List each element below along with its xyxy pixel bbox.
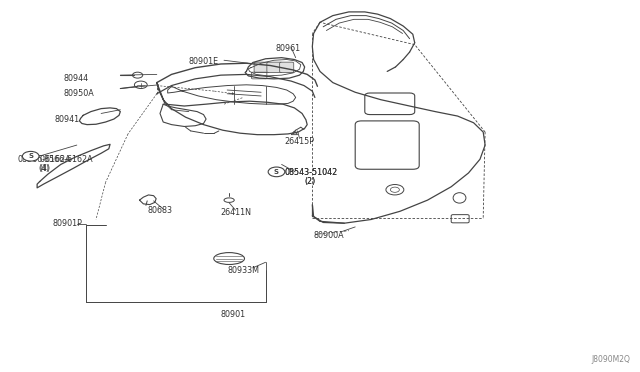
FancyBboxPatch shape	[280, 62, 294, 73]
Text: 80901E: 80901E	[189, 57, 219, 66]
Text: 08566-6162A: 08566-6162A	[18, 155, 72, 164]
Text: S: S	[274, 169, 279, 175]
Text: 26411N: 26411N	[221, 208, 252, 217]
Text: 80683: 80683	[147, 206, 172, 215]
FancyBboxPatch shape	[254, 62, 269, 73]
FancyBboxPatch shape	[267, 62, 282, 73]
Text: 80941: 80941	[54, 115, 79, 124]
Text: 08566-6162A: 08566-6162A	[40, 155, 93, 164]
Text: 80901: 80901	[221, 310, 246, 319]
Text: 08543-51042: 08543-51042	[285, 169, 338, 177]
Text: (4): (4)	[38, 164, 49, 173]
Text: 80901P: 80901P	[52, 219, 83, 228]
Text: 80900A: 80900A	[314, 231, 344, 240]
Text: 80944: 80944	[64, 74, 89, 83]
Text: (4): (4)	[40, 164, 51, 173]
Text: 80950A: 80950A	[64, 89, 95, 97]
Text: S: S	[28, 153, 33, 159]
Text: 08543-51042: 08543-51042	[285, 169, 338, 177]
Text: J8090M2Q: J8090M2Q	[591, 355, 630, 364]
Text: 80933M: 80933M	[227, 266, 259, 275]
Polygon shape	[291, 131, 298, 135]
Text: 26415P: 26415P	[285, 137, 315, 146]
Circle shape	[22, 151, 39, 161]
Text: (2): (2)	[304, 177, 316, 186]
Text: (2): (2)	[304, 177, 316, 186]
Text: 80961: 80961	[275, 44, 300, 53]
Circle shape	[268, 167, 285, 177]
